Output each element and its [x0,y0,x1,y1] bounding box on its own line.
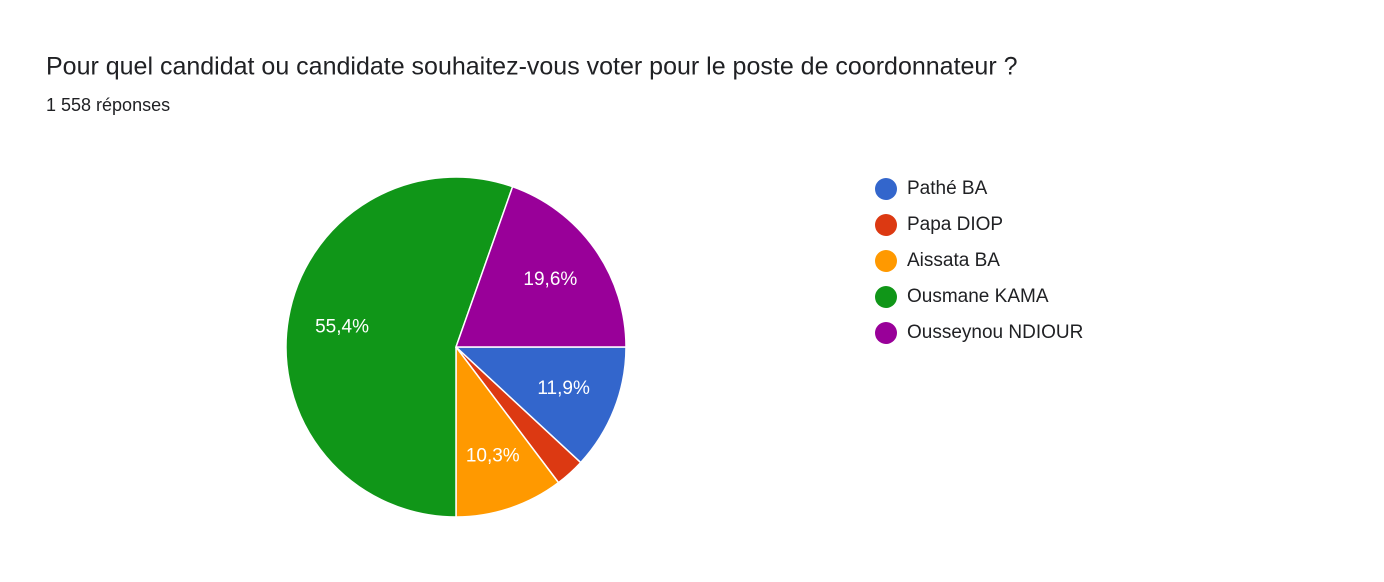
pie-slice [455,344,560,518]
legend-label: Ousseynou NDIOUR [907,322,1083,343]
legend-swatch [875,214,897,236]
legend-label: Aissata BA [907,250,1000,271]
value-label: 19,6% [523,269,577,290]
legend-swatch [875,250,897,272]
legend-swatch [875,178,897,200]
pie-slice [454,346,627,464]
chart-title: Pour quel candidat ou candidate souhaite… [46,53,1018,81]
chart-subtitle: 1 558 réponses [46,95,170,115]
legend-label: Pathé BA [907,178,988,199]
legend-swatch [875,322,897,344]
legend-label: Ousmane KAMA [907,286,1049,307]
pie-slice [454,185,627,348]
legend-label: Papa DIOP [907,214,1003,235]
value-label: 10,3% [466,446,520,467]
value-label: 55,4% [315,316,369,337]
legend-swatch [875,286,897,308]
pie-slice [285,176,514,518]
value-label: 11,9% [537,378,590,399]
